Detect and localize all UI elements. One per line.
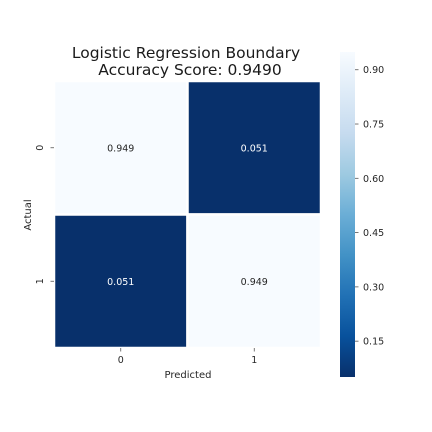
heatmap-cell-labels: 0.949 0.051 0.051 0.949 — [107, 143, 268, 288]
cell-label-1-0: 0.051 — [107, 277, 134, 288]
heatmap-cell-1-0 — [52, 213, 189, 350]
colorbar-tick-label: 0.60 — [363, 174, 384, 185]
chart-title-line-2: Accuracy Score: 0.9490 — [98, 61, 282, 79]
y-axis-label: Actual — [23, 199, 34, 230]
heatmap-cell-1-1 — [186, 213, 323, 350]
x-tick-label-0: 0 — [118, 355, 124, 366]
heatmap-cells — [52, 79, 323, 350]
cell-label-0-1: 0.051 — [241, 143, 268, 154]
colorbar-tick-label: 0.75 — [363, 120, 384, 131]
y-tick-label-0: 0 — [35, 145, 46, 151]
colorbar-tick-label: 0.30 — [363, 282, 384, 293]
colorbar — [340, 52, 355, 377]
heatmap-cell-0-1 — [186, 79, 323, 216]
cell-label-0-0: 0.949 — [107, 143, 134, 154]
colorbar-tick-label: 0.45 — [363, 228, 384, 239]
heatmap-cell-0-0 — [52, 79, 189, 216]
colorbar-ticks: 0.15 0.30 0.45 0.60 0.75 0.90 — [355, 65, 384, 348]
y-axis-ticks: 01 — [35, 145, 54, 284]
cell-label-1-1: 0.949 — [241, 277, 268, 288]
chart-title-line-1: Logistic Regression Boundary — [72, 44, 300, 62]
x-tick-label-1: 1 — [251, 355, 257, 366]
x-axis-label: Predicted — [165, 370, 212, 381]
colorbar-tick-label: 0.90 — [363, 65, 384, 76]
y-tick-label-1: 1 — [35, 278, 46, 284]
colorbar-tick-label: 0.15 — [363, 337, 384, 348]
